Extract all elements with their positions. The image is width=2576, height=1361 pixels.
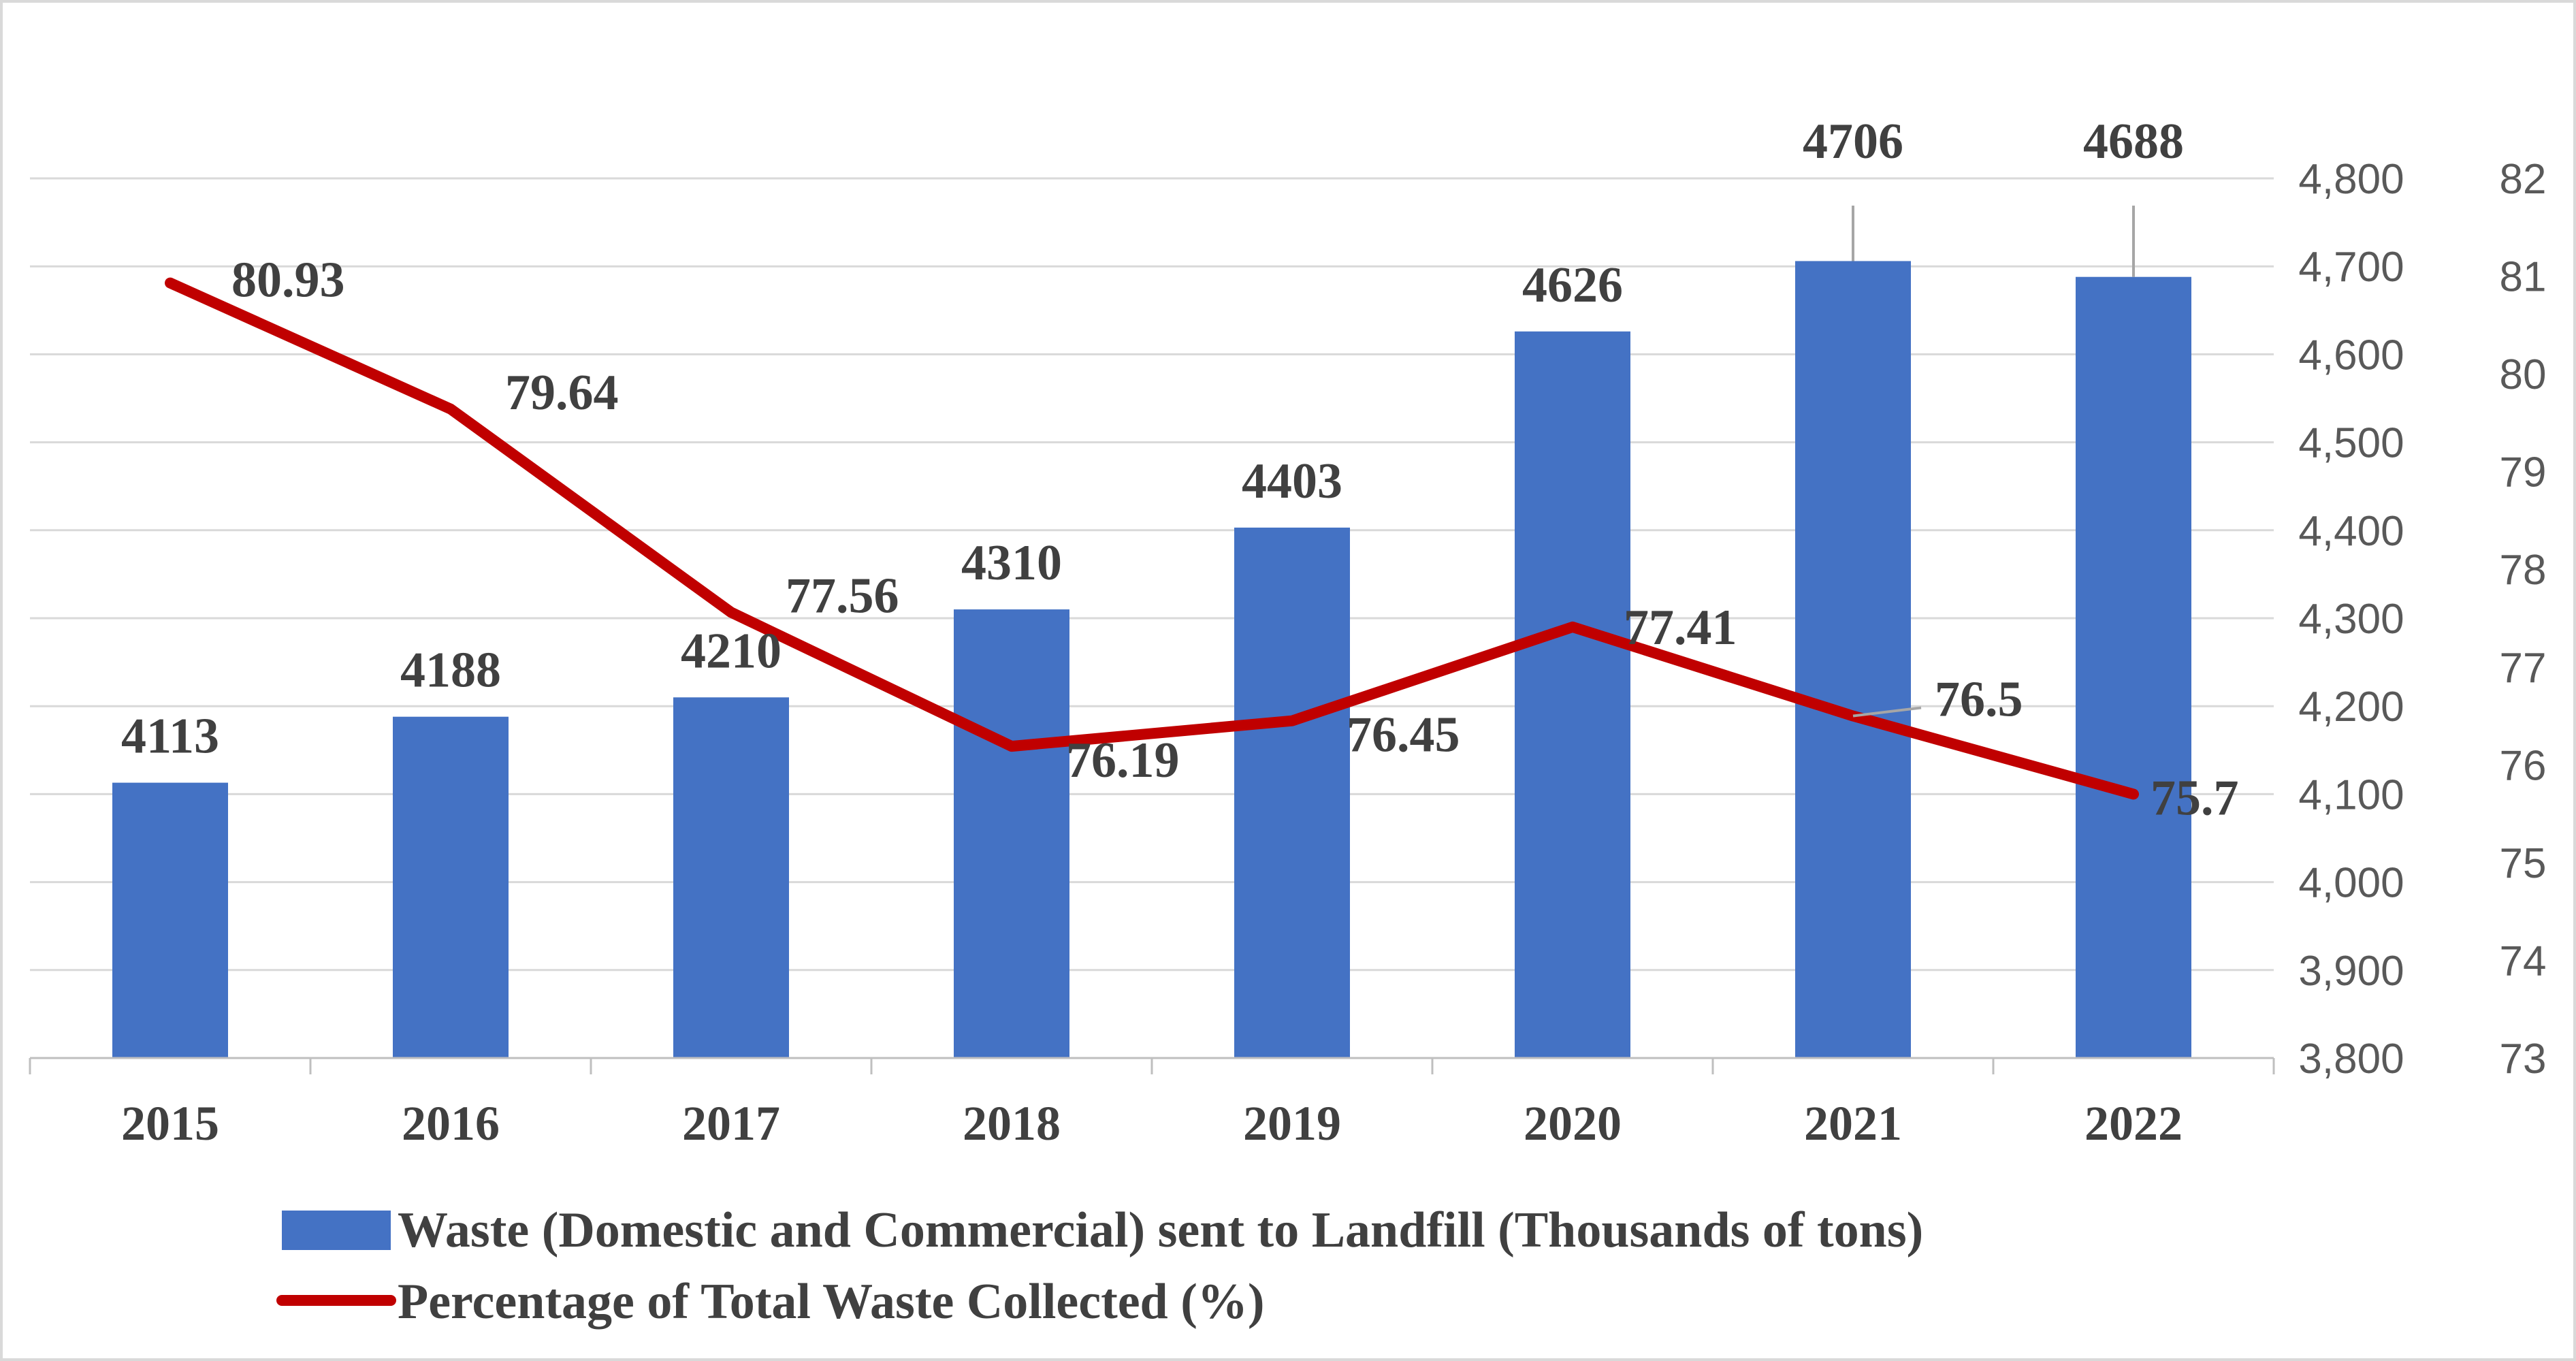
bar-value-label-2018: 4310 (961, 535, 1062, 591)
y-primary-tick-label: 4,200 (2298, 684, 2404, 731)
y-primary-tick-label: 3,800 (2298, 1036, 2404, 1083)
x-tick-label-2018: 2018 (963, 1096, 1061, 1151)
x-tick-label-2022: 2022 (2084, 1096, 2183, 1151)
x-tick-label-2016: 2016 (402, 1096, 500, 1151)
bar-value-label-2016: 4188 (400, 643, 501, 699)
data-labels: 4113 4188 4210 4310 4403 4626 4706 4688 80.93 79.… (121, 114, 2238, 826)
line-value-label-2016: 79.64 (505, 365, 619, 421)
y-primary-tick-label: 4,600 (2298, 332, 2404, 379)
line-value-label-2018: 76.19 (1066, 733, 1180, 788)
y-secondary-tick-label: 81 (2500, 254, 2547, 301)
bar-2022 (2076, 276, 2191, 1059)
bar-series (112, 261, 2191, 1059)
bar-value-label-2015: 4113 (121, 709, 219, 765)
line-value-label-2021: 76.5 (1935, 672, 2023, 728)
y-primary-tick-label: 4,000 (2298, 860, 2404, 907)
category-axis: 2015 2016 2017 2018 2019 2020 2021 2022 (29, 1057, 2275, 1151)
y-primary-tick-label: 4,700 (2298, 244, 2404, 291)
y-primary-tick-label: 4,100 (2298, 771, 2404, 818)
y-secondary-tick-label: 80 (2500, 351, 2547, 398)
y-secondary-tick-label: 78 (2500, 547, 2547, 594)
bar-value-label-2022: 4688 (2083, 114, 2184, 170)
y-primary-tick-label: 3,900 (2298, 948, 2404, 995)
line-series (165, 277, 2139, 800)
x-tick-label-2021: 2021 (1804, 1096, 1902, 1151)
y-secondary-tick-label: 79 (2500, 449, 2547, 496)
x-tick-label-2015: 2015 (121, 1096, 219, 1151)
bar-2020 (1515, 331, 1630, 1059)
y-primary-tick-label: 4,400 (2298, 508, 2404, 555)
x-tick-label-2017: 2017 (682, 1096, 780, 1151)
y-secondary-tick-label: 76 (2500, 742, 2547, 789)
bar-value-label-2021: 4706 (1803, 114, 1903, 170)
x-tick-label-2019: 2019 (1243, 1096, 1341, 1151)
legend: Waste (Domestic and Commercial) sent to … (276, 1202, 1923, 1330)
combo-chart: 2015 2016 2017 2018 2019 2020 2021 2022 4113 418… (29, 114, 2546, 1330)
y-secondary-tick-label: 82 (2500, 156, 2547, 203)
line-value-label-2020: 77.41 (1624, 600, 1737, 656)
bar-2018 (954, 609, 1069, 1058)
legend-swatch-bars (282, 1211, 391, 1250)
y-primary-tick-label: 4,300 (2298, 596, 2404, 643)
percentage-line (165, 277, 2139, 800)
line-label-leader (1852, 706, 1922, 718)
line-value-label-2017: 77.56 (786, 568, 899, 624)
legend-label-bars: Waste (Domestic and Commercial) sent to … (398, 1202, 1923, 1258)
y-secondary-tick-label: 74 (2500, 938, 2547, 984)
bar-value-label-2020: 4626 (1522, 257, 1623, 313)
bar-value-label-2017: 4210 (681, 623, 782, 679)
bar-2015 (112, 782, 228, 1058)
y-secondary-tick-label: 73 (2500, 1036, 2547, 1083)
bar-2016 (393, 716, 509, 1058)
line-value-label-2019: 76.45 (1347, 707, 1460, 763)
line-value-label-2015: 80.93 (231, 253, 345, 308)
y-primary-tick-label: 4,500 (2298, 420, 2404, 467)
y-secondary-tick-label: 77 (2500, 645, 2547, 692)
y-primary-tick-label: 4,800 (2298, 156, 2404, 203)
value-axes: 3,800 3,900 4,000 4,100 4,200 4,300 4,400 4,500… (2298, 156, 2546, 1083)
bar-2017 (673, 697, 789, 1058)
x-tick-label-2020: 2020 (1524, 1096, 1622, 1151)
y-secondary-tick-label: 75 (2500, 840, 2547, 887)
legend-label-line: Percentage of Total Waste Collected (%) (398, 1274, 1265, 1330)
bar-2019 (1234, 527, 1350, 1058)
bar-2021 (1795, 261, 1911, 1058)
gridlines (30, 177, 2274, 972)
bar-value-label-2019: 4403 (1242, 453, 1342, 509)
line-value-label-2022: 75.7 (2151, 770, 2239, 826)
